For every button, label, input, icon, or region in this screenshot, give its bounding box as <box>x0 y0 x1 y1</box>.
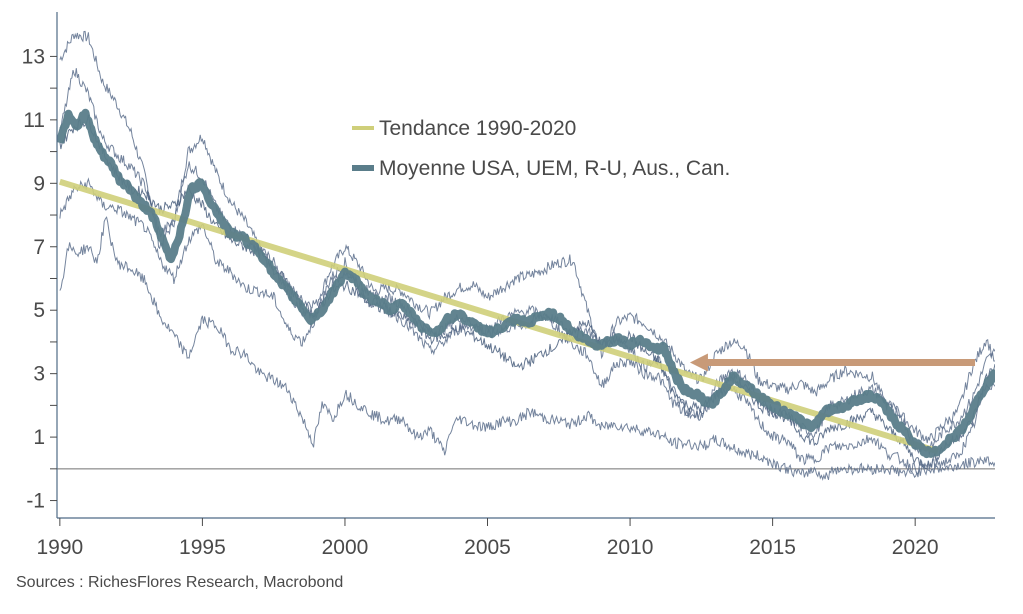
legend: Tendance 1990-2020 Moyenne USA, UEM, R-U,… <box>352 117 730 180</box>
y-tick-label: -1 <box>26 490 45 513</box>
arrow-head <box>689 353 708 372</box>
y-tick-label: 7 <box>33 236 45 259</box>
x-tick-label: 2010 <box>607 536 654 559</box>
x-tick-label: 2000 <box>322 536 369 559</box>
x-tick-label: 1990 <box>36 536 83 559</box>
y-tick-label: 13 <box>22 45 45 68</box>
series-line-pays-5 <box>59 216 995 481</box>
y-tick-label: 5 <box>33 299 45 322</box>
legend-label: Moyenne USA, UEM, R-U, Aus., Can. <box>379 157 730 180</box>
series-line-pays-4 <box>59 177 995 475</box>
plot-series <box>57 30 995 481</box>
y-tick-label: 3 <box>33 363 45 386</box>
y-tick-label: 11 <box>23 109 45 132</box>
y-tick-label: 1 <box>33 426 45 449</box>
x-tick-label: 2015 <box>749 536 796 559</box>
legend-label: Tendance 1990-2020 <box>379 117 576 140</box>
x-tick-label: 2020 <box>892 536 939 559</box>
trend-line <box>58 178 939 455</box>
average-line <box>57 108 995 459</box>
x-tick-label: 2005 <box>464 536 511 559</box>
series-line-pays-1 <box>59 30 995 444</box>
source-note: Sources : RichesFlores Research, Macrobo… <box>16 574 344 591</box>
x-tick-label: 1995 <box>179 536 226 559</box>
y-tick-label: 9 <box>33 172 45 195</box>
